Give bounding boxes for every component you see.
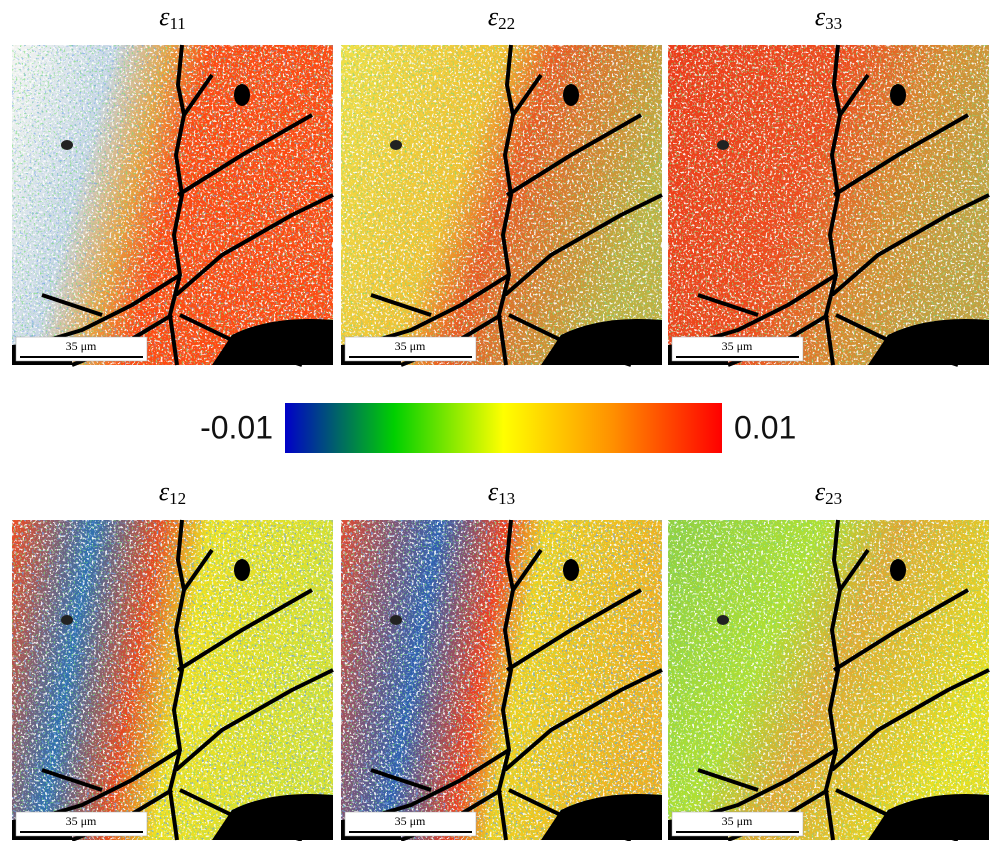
strain-map-panel: 35 μm [668,45,989,365]
void [390,140,402,150]
subscript: 33 [825,14,842,33]
scale-bar-label: 35 μm [395,814,426,828]
subscript: 22 [498,14,515,33]
strain-map-panel: 35 μm [12,520,333,840]
strain-map-panel: 35 μm [12,45,333,365]
colorbar [285,403,722,453]
strain-map-panel: 35 μm [341,45,662,365]
panel-title: ε13 [488,477,515,508]
void [61,615,73,625]
void [563,559,579,581]
panel-title: ε23 [815,477,842,508]
scale-bar-label: 35 μm [66,339,97,353]
void [890,559,906,581]
figure: 35 μm ε11 35 μm ε22 35 μm ε33 35 μm ε12 35 μm ε13… [0,0,990,841]
void [390,615,402,625]
void [717,140,729,150]
scale-bar-label: 35 μm [722,814,753,828]
panel-title: ε33 [815,2,842,33]
subscript: 13 [498,489,515,508]
colorbar-label: 0.01 [734,409,796,445]
scale-bar-label: 35 μm [722,339,753,353]
void [717,615,729,625]
subscript: 11 [169,14,185,33]
panel-title: ε22 [488,2,515,33]
subscript: 12 [169,489,186,508]
strain-map-panel: 35 μm [668,520,989,840]
strain-map-panel: 35 μm [341,520,662,840]
void [61,140,73,150]
colorbar-label: -0.01 [200,409,273,445]
panel-title: ε11 [159,2,186,33]
subscript: 23 [825,489,842,508]
void [234,84,250,106]
panel-title: ε12 [159,477,186,508]
void [234,559,250,581]
void [563,84,579,106]
scale-bar-label: 35 μm [395,339,426,353]
void [890,84,906,106]
scale-bar-label: 35 μm [66,814,97,828]
